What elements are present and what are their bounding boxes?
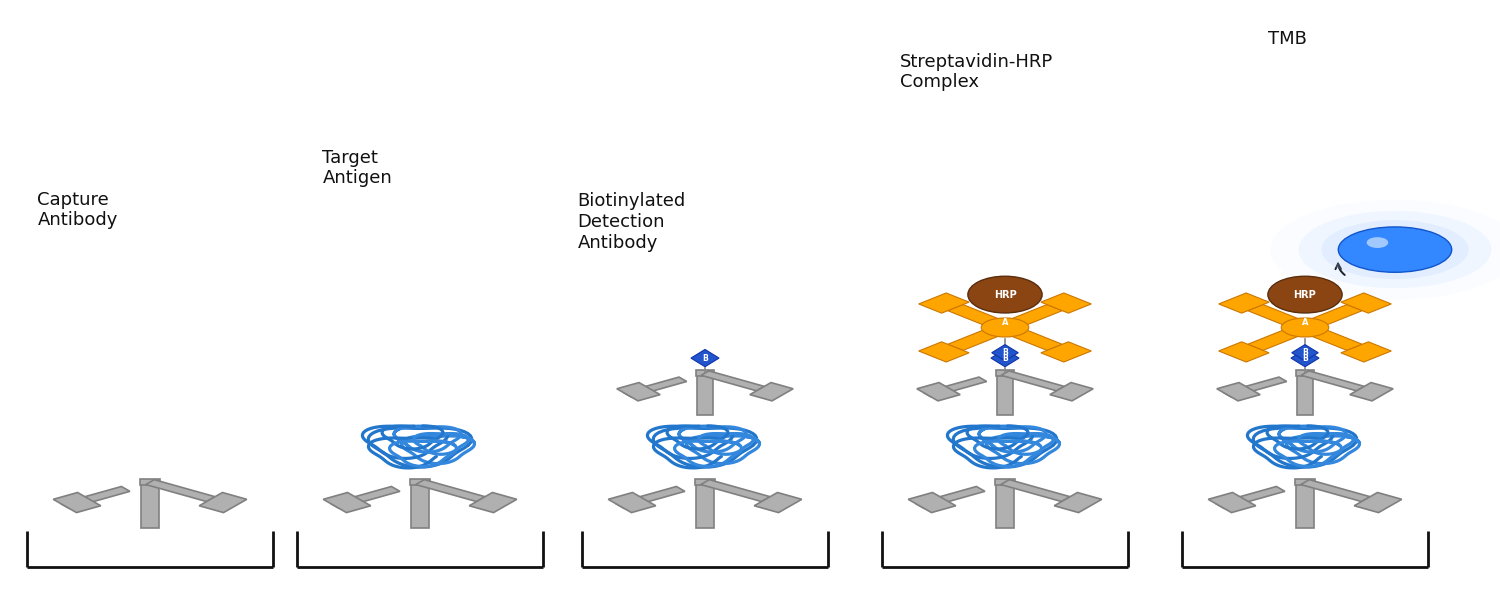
Bar [948,325,1012,350]
Bar [1215,487,1286,508]
Bar [1296,479,1314,485]
Bar [322,493,370,512]
Bar [998,373,1012,415]
Bar [698,373,712,415]
Text: A: A [1302,317,1308,326]
Polygon shape [992,344,1018,361]
Bar [750,383,794,401]
Bar [1298,305,1362,331]
Bar [416,479,484,502]
Bar [470,493,518,512]
Bar [996,370,1014,376]
Bar [1350,383,1394,401]
Bar [1298,373,1312,415]
Bar [998,305,1062,331]
Bar [1000,479,1070,502]
Bar [700,371,765,391]
Polygon shape [1292,344,1318,361]
Bar [615,487,686,508]
Bar [1218,342,1269,362]
Text: HRP: HRP [993,290,1017,299]
Bar [624,377,687,397]
Ellipse shape [1366,237,1388,248]
Ellipse shape [1268,276,1342,313]
Bar [1050,383,1094,401]
Polygon shape [992,349,1018,367]
Bar [996,479,1014,485]
Circle shape [981,318,1029,337]
Bar [53,493,100,512]
Text: Capture
Antibody: Capture Antibody [38,191,118,229]
Circle shape [1299,211,1491,288]
Bar [1296,370,1314,376]
Ellipse shape [968,276,1042,313]
Bar [998,325,1062,350]
Bar [996,482,1014,528]
Bar [330,487,400,508]
Bar [1300,479,1370,502]
Bar [696,479,714,485]
Bar [141,479,159,485]
Bar [754,493,802,512]
Polygon shape [692,349,718,367]
Text: B: B [1302,353,1308,362]
Text: B: B [1002,348,1008,357]
Bar [141,482,159,528]
Circle shape [1338,227,1452,272]
Bar [1041,293,1092,313]
Bar [1054,493,1102,512]
Bar [700,479,770,502]
Bar [1341,293,1392,313]
Text: Streptavidin-HRP
Complex: Streptavidin-HRP Complex [900,53,1053,91]
Text: B: B [702,353,708,362]
Circle shape [1322,220,1468,279]
Bar [411,482,429,528]
Circle shape [1270,200,1500,299]
Bar [1248,305,1312,331]
Text: B: B [1002,353,1008,362]
Bar [411,479,429,485]
Bar [924,377,987,397]
Bar [608,493,656,512]
Bar [915,487,986,508]
Bar [918,342,969,362]
Bar [200,493,248,512]
Circle shape [1281,318,1329,337]
Text: B: B [1302,348,1308,357]
Bar [696,370,714,376]
Bar [948,305,1012,331]
Bar [1000,371,1065,391]
Bar [1216,383,1260,401]
Bar [616,383,660,401]
Bar [1298,325,1362,350]
Text: Biotinylated
Detection
Antibody: Biotinylated Detection Antibody [578,192,686,252]
Bar [1224,377,1287,397]
Bar [1354,493,1402,512]
Text: A: A [1002,317,1008,326]
Bar [696,482,714,528]
Bar [146,479,214,502]
Polygon shape [1292,349,1318,367]
Bar [1341,342,1392,362]
Bar [1248,325,1312,350]
Bar [918,293,969,313]
Bar [908,493,956,512]
Bar [1300,371,1365,391]
Bar [60,487,130,508]
Bar [1208,493,1255,512]
Text: TMB: TMB [1268,30,1306,48]
Bar [916,383,960,401]
Bar [1296,482,1314,528]
Text: Target
Antigen: Target Antigen [322,149,393,187]
Text: HRP: HRP [1293,290,1317,299]
Bar [1218,293,1269,313]
Bar [1041,342,1092,362]
